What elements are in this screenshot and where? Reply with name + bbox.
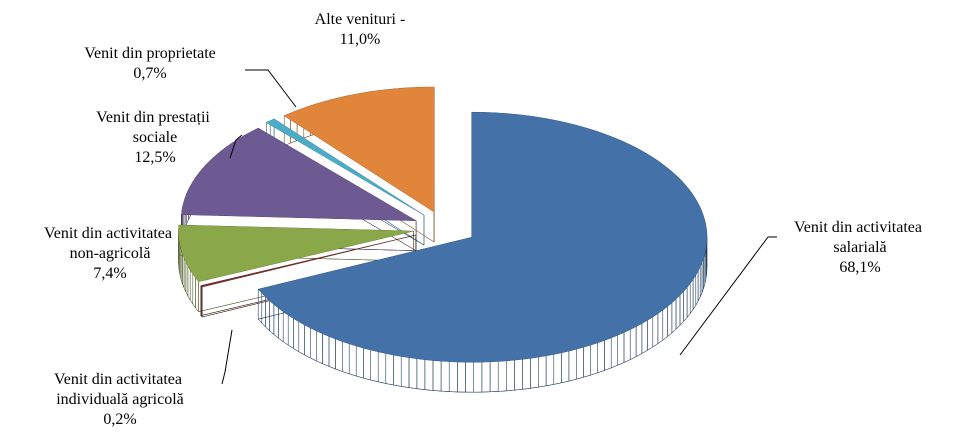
value-label: 68,1%	[839, 259, 880, 276]
leader-line	[229, 134, 243, 159]
value-label: 12,5%	[134, 149, 175, 166]
value-label: 11,0%	[340, 31, 381, 48]
slice-label: Venit din proprietate	[84, 45, 216, 62]
value-label: 0,7%	[133, 65, 166, 82]
slice-label: Venit din prestații sociale	[96, 109, 214, 146]
slice-label: Venit din activitatea salarială	[794, 219, 926, 256]
slice-label: Venit din activitatea non-agricolă	[44, 225, 176, 262]
value-label: 7,4%	[93, 265, 126, 282]
slice	[284, 87, 435, 212]
slice	[181, 128, 417, 221]
leader-line	[245, 69, 297, 108]
slice-label: Alte venituri -	[315, 11, 406, 28]
slice-label: Venit din activitatea individuală agrico…	[54, 371, 186, 408]
slice	[178, 225, 414, 282]
value-label: 0,2%	[103, 411, 136, 428]
leader-line	[221, 329, 233, 385]
slice	[200, 235, 416, 287]
slice	[258, 112, 707, 363]
leader-line	[679, 236, 777, 356]
slice	[266, 118, 424, 216]
